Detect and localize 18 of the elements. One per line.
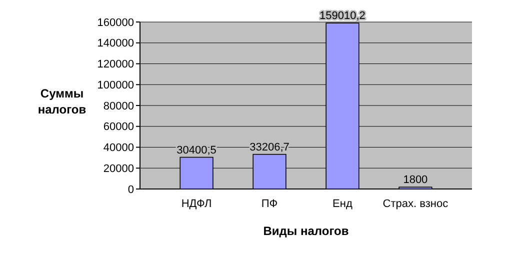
y-tick-label: 160000 <box>97 16 134 29</box>
x-axis-title: Виды налогов <box>263 224 349 238</box>
data-label: 1800 <box>403 174 428 186</box>
y-tick-label: 100000 <box>97 79 134 92</box>
y-axis-title: Суммы налогов <box>38 86 86 116</box>
y-tick-label: 80000 <box>103 100 134 112</box>
y-tick-label: 0 <box>128 184 134 196</box>
y-tick-label: 140000 <box>97 38 134 50</box>
y-tick-label: 40000 <box>103 142 134 154</box>
x-tick-label: Енд <box>332 198 353 210</box>
y-tick-label: 20000 <box>103 162 134 175</box>
data-label: 159010,2 <box>320 10 366 22</box>
y-tick-label: 60000 <box>103 121 134 134</box>
y-tick-label: 120000 <box>97 58 134 71</box>
x-tick-label: НДФЛ <box>181 198 212 210</box>
x-tick-label: Страх. взнос <box>382 198 449 210</box>
data-label: 30400,5 <box>176 144 216 156</box>
x-tick-label: ПФ <box>261 198 278 210</box>
